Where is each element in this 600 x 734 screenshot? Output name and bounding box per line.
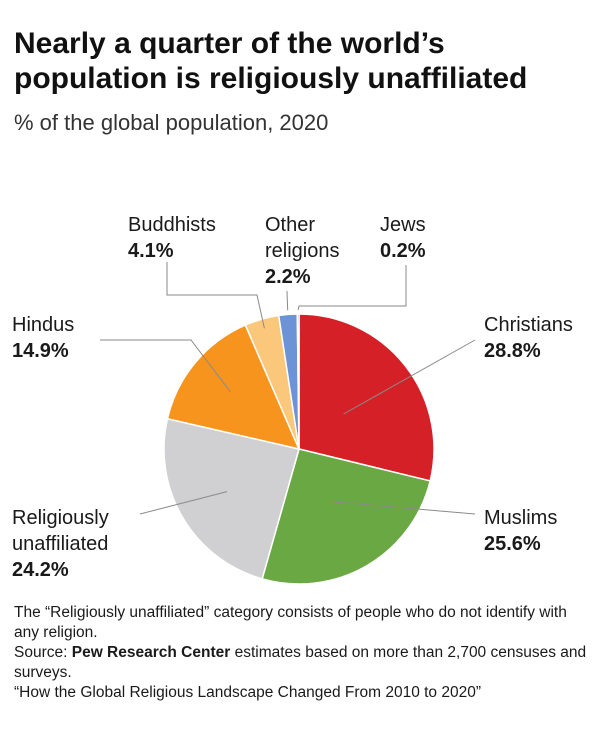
chart-subtitle: % of the global population, 2020 [14,110,329,135]
source-name: Pew Research Center [71,644,231,661]
slice-label-other-religions-line-2: religions [265,240,339,262]
leader-line-buddhists [166,262,265,329]
leader-line-hindus [100,339,231,393]
report-title: “How the Global Religious Landscape Chan… [14,684,482,701]
slice-label-other-religions-line-1: Other [265,214,315,236]
slice-label-hindus: Hindus [12,314,74,336]
chart-notes: The “Religiously unaffiliated” category … [14,603,594,703]
slice-value-jews: 0.2% [380,240,426,262]
slice-value-christians: 28.8% [484,340,541,362]
slice-value-buddhists: 4.1% [128,240,174,262]
source-rest: estimates based on more than 2,700 censu… [14,644,587,681]
leader-line-jews [297,265,407,311]
slice-label-jews: Jews [380,214,426,236]
leader-line-muslims [329,501,476,515]
pie-slice-hindus [166,324,301,451]
source-note: Source: Pew Research Center estimates ba… [14,643,594,683]
slice-value-hindus: 14.9% [12,340,69,362]
pie-slice-religiously-unaffiliated [163,417,300,580]
pie-slice-christians [298,313,435,482]
slice-value-other-religions: 2.2% [265,266,311,288]
leader-line-religiously-unaffiliated [139,491,228,515]
slice-label-religiously-unaffiliated-line-2: unaffiliated [12,533,108,555]
pie-slice-jews [296,313,300,450]
chart-title: Nearly a quarter of the world’s populati… [14,27,528,95]
slice-label-muslims: Muslims [484,507,557,529]
leader-line-christians [343,339,476,415]
slice-label-religiously-unaffiliated-line-1: Religiously [12,507,109,529]
slice-value-religiously-unaffiliated: 24.2% [12,559,69,581]
pie-chart: Christians 28.8% Muslims 25.6% Religiously un… [12,214,573,585]
slice-label-christians: Christians [484,314,573,336]
definition-note: The “Religiously unaffiliated” category … [14,604,567,641]
leader-line-other-religions [286,290,289,311]
source-prefix: Source: [14,644,68,661]
slice-label-buddhists: Buddhists [128,214,216,236]
pie-slice-muslims [261,448,432,585]
slice-value-muslims: 25.6% [484,533,541,555]
